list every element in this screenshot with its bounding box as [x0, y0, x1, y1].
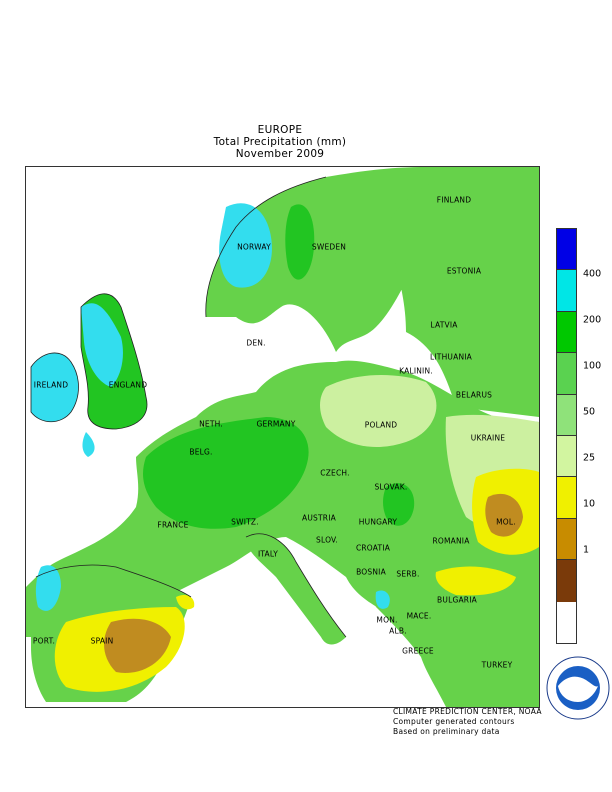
- country-label: SWITZ.: [231, 517, 259, 527]
- country-label: PORT.: [32, 636, 56, 646]
- country-label: TURKEY: [481, 660, 513, 670]
- country-label: SPAIN: [90, 636, 114, 646]
- legend-threshold-label: 10: [583, 498, 596, 510]
- region-balkans: [356, 547, 539, 707]
- country-label: BELARUS: [455, 390, 493, 400]
- credit-block: CLIMATE PREDICTION CENTER, NOAA Computer…: [393, 707, 542, 737]
- country-label: DEN.: [246, 338, 266, 348]
- map-variable-title: Total Precipitation (mm): [213, 136, 347, 148]
- region-ireland: [31, 352, 79, 422]
- country-label: KALININ.: [399, 366, 433, 376]
- country-label: SLOV.: [316, 535, 338, 545]
- bulgaria-dry-zone: [435, 566, 516, 596]
- country-label: SERB.: [396, 569, 420, 579]
- legend-color-bar: [556, 228, 577, 644]
- legend-threshold-label: 50: [583, 406, 596, 418]
- norway-green-zone: [285, 204, 315, 280]
- credit-line-method: Computer generated contours: [393, 717, 515, 726]
- map-region-title: EUROPE: [257, 124, 303, 136]
- country-label: BELG.: [189, 447, 213, 457]
- country-label: SWEDEN: [311, 242, 347, 252]
- legend-color-swatch: [557, 353, 576, 395]
- norway-wet-zone: [219, 203, 272, 288]
- country-label: ROMANIA: [432, 536, 470, 546]
- legend-color-swatch: [557, 394, 576, 436]
- country-label: FRANCE: [157, 520, 189, 530]
- region-italy: [246, 533, 346, 645]
- country-label: NORWAY: [237, 242, 271, 252]
- country-label: SLOVAK.: [374, 482, 408, 492]
- map-title-block: EUROPE Total Precipitation (mm) November…: [0, 124, 560, 160]
- map-period-title: November 2009: [235, 148, 325, 160]
- country-label: ENGLAND: [108, 380, 148, 390]
- legend-threshold-label: 1: [583, 544, 590, 556]
- britain-coast: [80, 293, 148, 430]
- country-label: CROATIA: [355, 543, 391, 553]
- country-label: LITHUANIA: [430, 352, 472, 362]
- country-label: MACE.: [406, 611, 432, 621]
- legend-color-swatch: [557, 435, 576, 478]
- precipitation-map: FINLAND NORWAY SWEDEN ESTONIA LATVIA DEN. LITH…: [25, 166, 540, 708]
- italy-coast: [245, 533, 347, 638]
- legend-threshold-label: 25: [583, 452, 596, 464]
- credit-line-source: CLIMATE PREDICTION CENTER, NOAA: [393, 707, 542, 716]
- logo-text: NOAA: [565, 688, 591, 697]
- iberia-north-coast: [35, 564, 192, 598]
- hungary-wet-zone: [383, 483, 415, 526]
- legend-color-swatch: [557, 477, 576, 519]
- legend-color-swatch: [557, 229, 576, 271]
- poland-light-zone: [320, 375, 437, 447]
- country-label: BULGARIA: [437, 595, 477, 605]
- country-label: BOSNIA: [356, 567, 386, 577]
- galicia-wet-zone: [35, 565, 61, 611]
- logo-bird-shape: [558, 676, 598, 702]
- region-east-baltic: [386, 177, 539, 417]
- coast-outlines: [30, 176, 347, 638]
- noaa-logo: NOAA: [546, 656, 610, 720]
- country-label: ALB.: [389, 626, 407, 636]
- country-label: FINLAND: [436, 195, 472, 205]
- precip-overlays: [35, 203, 539, 692]
- legend-threshold-label: 200: [583, 314, 602, 326]
- country-label: GERMANY: [256, 419, 296, 429]
- country-label: MOL.: [496, 517, 516, 527]
- legend-color-swatch: [557, 518, 576, 561]
- legend-color-swatch: [557, 560, 576, 602]
- country-label: HUNGARY: [358, 517, 398, 527]
- montenegro-wet-zone: [375, 590, 390, 609]
- country-label: AUSTRIA: [302, 513, 336, 523]
- country-label: POLAND: [364, 420, 398, 430]
- legend-threshold-label: 400: [583, 268, 602, 280]
- legend-color-swatch: [557, 311, 576, 354]
- moldova-very-dry-zone: [485, 493, 523, 537]
- england-wet-zone: [81, 303, 123, 387]
- spain-very-dry-zone: [104, 618, 171, 673]
- country-label: ITALY: [257, 549, 279, 559]
- balearic-dry-zone: [176, 595, 195, 610]
- brittany-wet-zone: [82, 432, 95, 457]
- legend-threshold-label: 100: [583, 360, 602, 372]
- country-label: LATVIA: [430, 320, 458, 330]
- country-label: GREECE: [402, 646, 434, 656]
- central-west-wet-zone: [143, 417, 309, 529]
- country-label: UKRAINE: [470, 433, 506, 443]
- credit-line-data: Based on preliminary data: [393, 727, 500, 736]
- country-label: IRELAND: [33, 380, 69, 390]
- norway-coast: [205, 176, 327, 318]
- legend-color-swatch: [557, 270, 576, 312]
- map-canvas: [26, 167, 539, 707]
- country-label: CZECH.: [320, 468, 350, 478]
- country-label: MON.: [376, 615, 398, 625]
- country-label: ESTONIA: [446, 266, 482, 276]
- ireland-coast: [30, 352, 79, 423]
- country-label: NETH.: [199, 419, 223, 429]
